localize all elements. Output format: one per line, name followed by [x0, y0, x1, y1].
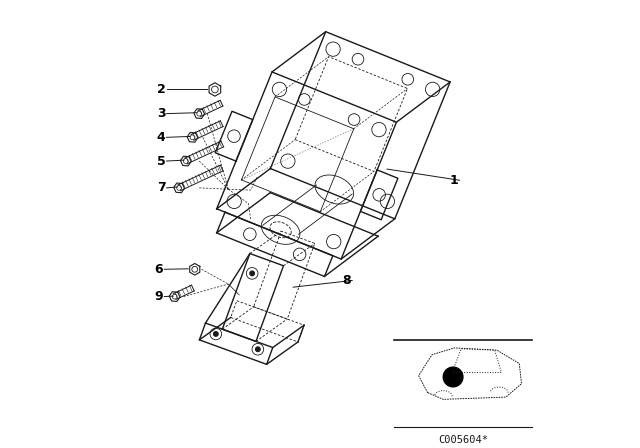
Text: 6: 6	[154, 263, 163, 276]
Text: 4: 4	[157, 131, 166, 144]
Text: 1: 1	[450, 174, 458, 187]
Circle shape	[444, 367, 463, 387]
Circle shape	[214, 332, 218, 336]
Text: 9: 9	[154, 290, 163, 303]
Text: 3: 3	[157, 107, 165, 120]
Text: 7: 7	[157, 181, 166, 194]
Text: 5: 5	[157, 155, 166, 168]
Text: 8: 8	[342, 274, 351, 287]
Circle shape	[255, 347, 260, 352]
Text: 2: 2	[157, 83, 166, 96]
Text: C005604*: C005604*	[438, 435, 488, 445]
Circle shape	[250, 271, 254, 276]
